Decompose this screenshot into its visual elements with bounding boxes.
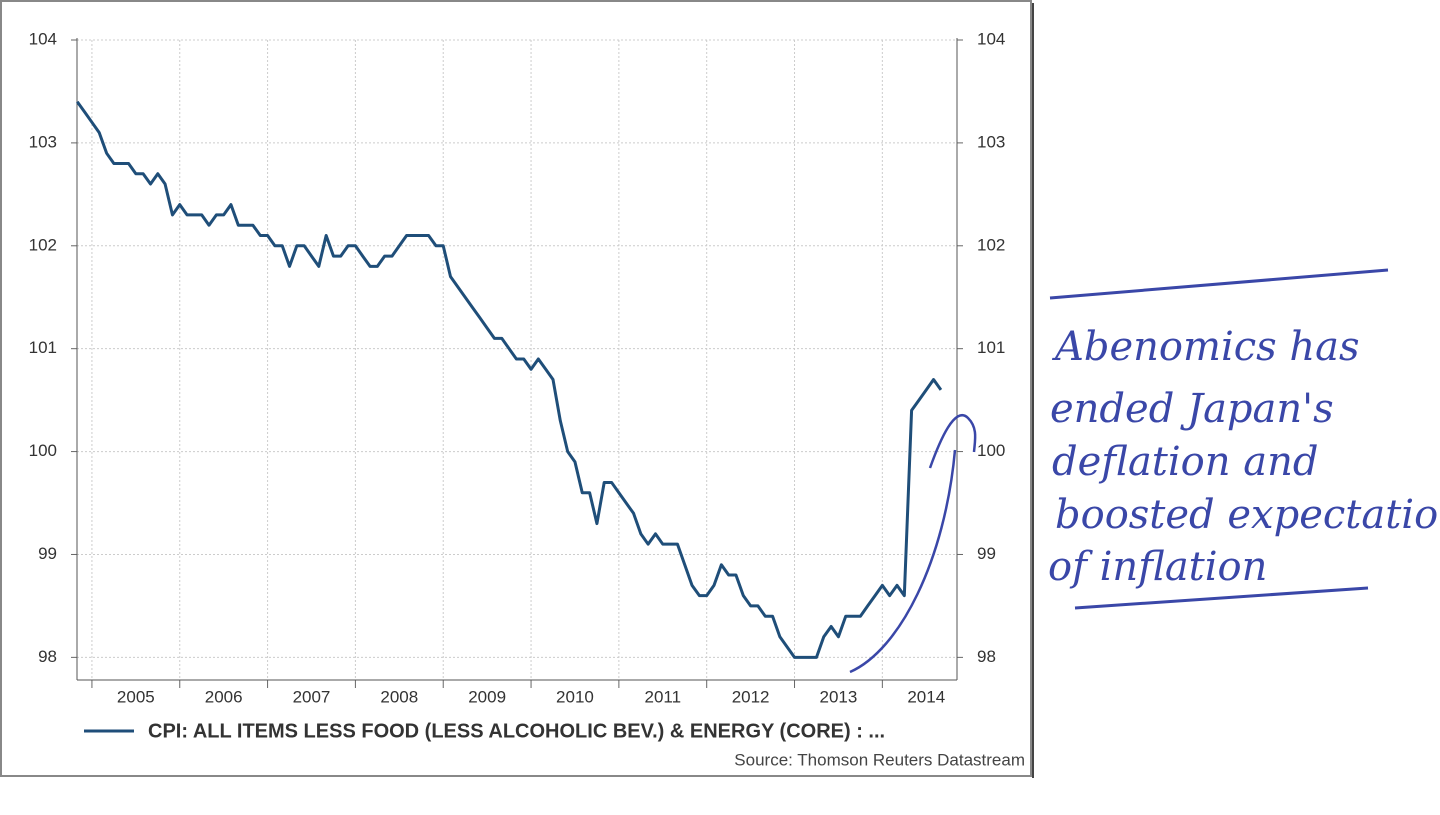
x-tick-label: 2011 bbox=[645, 687, 682, 706]
hand-line bbox=[1049, 268, 1389, 300]
x-tick-label: 2013 bbox=[820, 687, 858, 706]
x-tick-label: 2014 bbox=[907, 687, 945, 706]
annotation: deflation and bbox=[1052, 439, 1318, 485]
y-tick-label: 102 bbox=[29, 235, 57, 254]
y-tick-label: 100 bbox=[29, 441, 57, 460]
x-tick-label: 2007 bbox=[293, 687, 331, 706]
y2-tick-label: 104 bbox=[977, 29, 1005, 48]
y-tick-label: 99 bbox=[38, 544, 57, 563]
hand-line bbox=[1074, 586, 1369, 610]
y2-tick-label: 98 bbox=[977, 647, 996, 666]
y2-tick-label: 99 bbox=[977, 544, 996, 563]
x-tick-label: 2005 bbox=[117, 687, 155, 706]
annotation: ended Japan's bbox=[1050, 386, 1334, 432]
annotation: of inflation bbox=[1048, 544, 1267, 590]
hand-arrow bbox=[849, 449, 957, 674]
y2-tick-label: 103 bbox=[977, 132, 1005, 151]
y-tick-label: 103 bbox=[29, 132, 57, 151]
annotation: Abenomics has bbox=[1051, 324, 1360, 370]
series-line bbox=[76, 100, 943, 659]
chart-frame bbox=[0, 0, 1032, 777]
x-tick-label: 2010 bbox=[556, 687, 594, 706]
y-tick-label: 104 bbox=[29, 29, 57, 48]
y2-tick-label: 101 bbox=[977, 338, 1005, 357]
x-tick-label: 2006 bbox=[205, 687, 243, 706]
source: Source: Thomson Reuters Datastream bbox=[734, 750, 1025, 769]
y-tick-label: 98 bbox=[38, 647, 57, 666]
x-tick-label: 2009 bbox=[468, 687, 506, 706]
hand-arrow-head bbox=[928, 414, 977, 469]
annotation: boosted expectations bbox=[1055, 492, 1440, 538]
x-tick-label: 2008 bbox=[380, 687, 418, 706]
y2-tick-label: 102 bbox=[977, 235, 1005, 254]
legend-label: CPI: ALL ITEMS LESS FOOD (LESS ALCOHOLIC… bbox=[148, 720, 885, 742]
y2-tick-label: 100 bbox=[977, 441, 1005, 460]
x-tick-label: 2012 bbox=[732, 687, 770, 706]
y-tick-label: 101 bbox=[29, 338, 57, 357]
